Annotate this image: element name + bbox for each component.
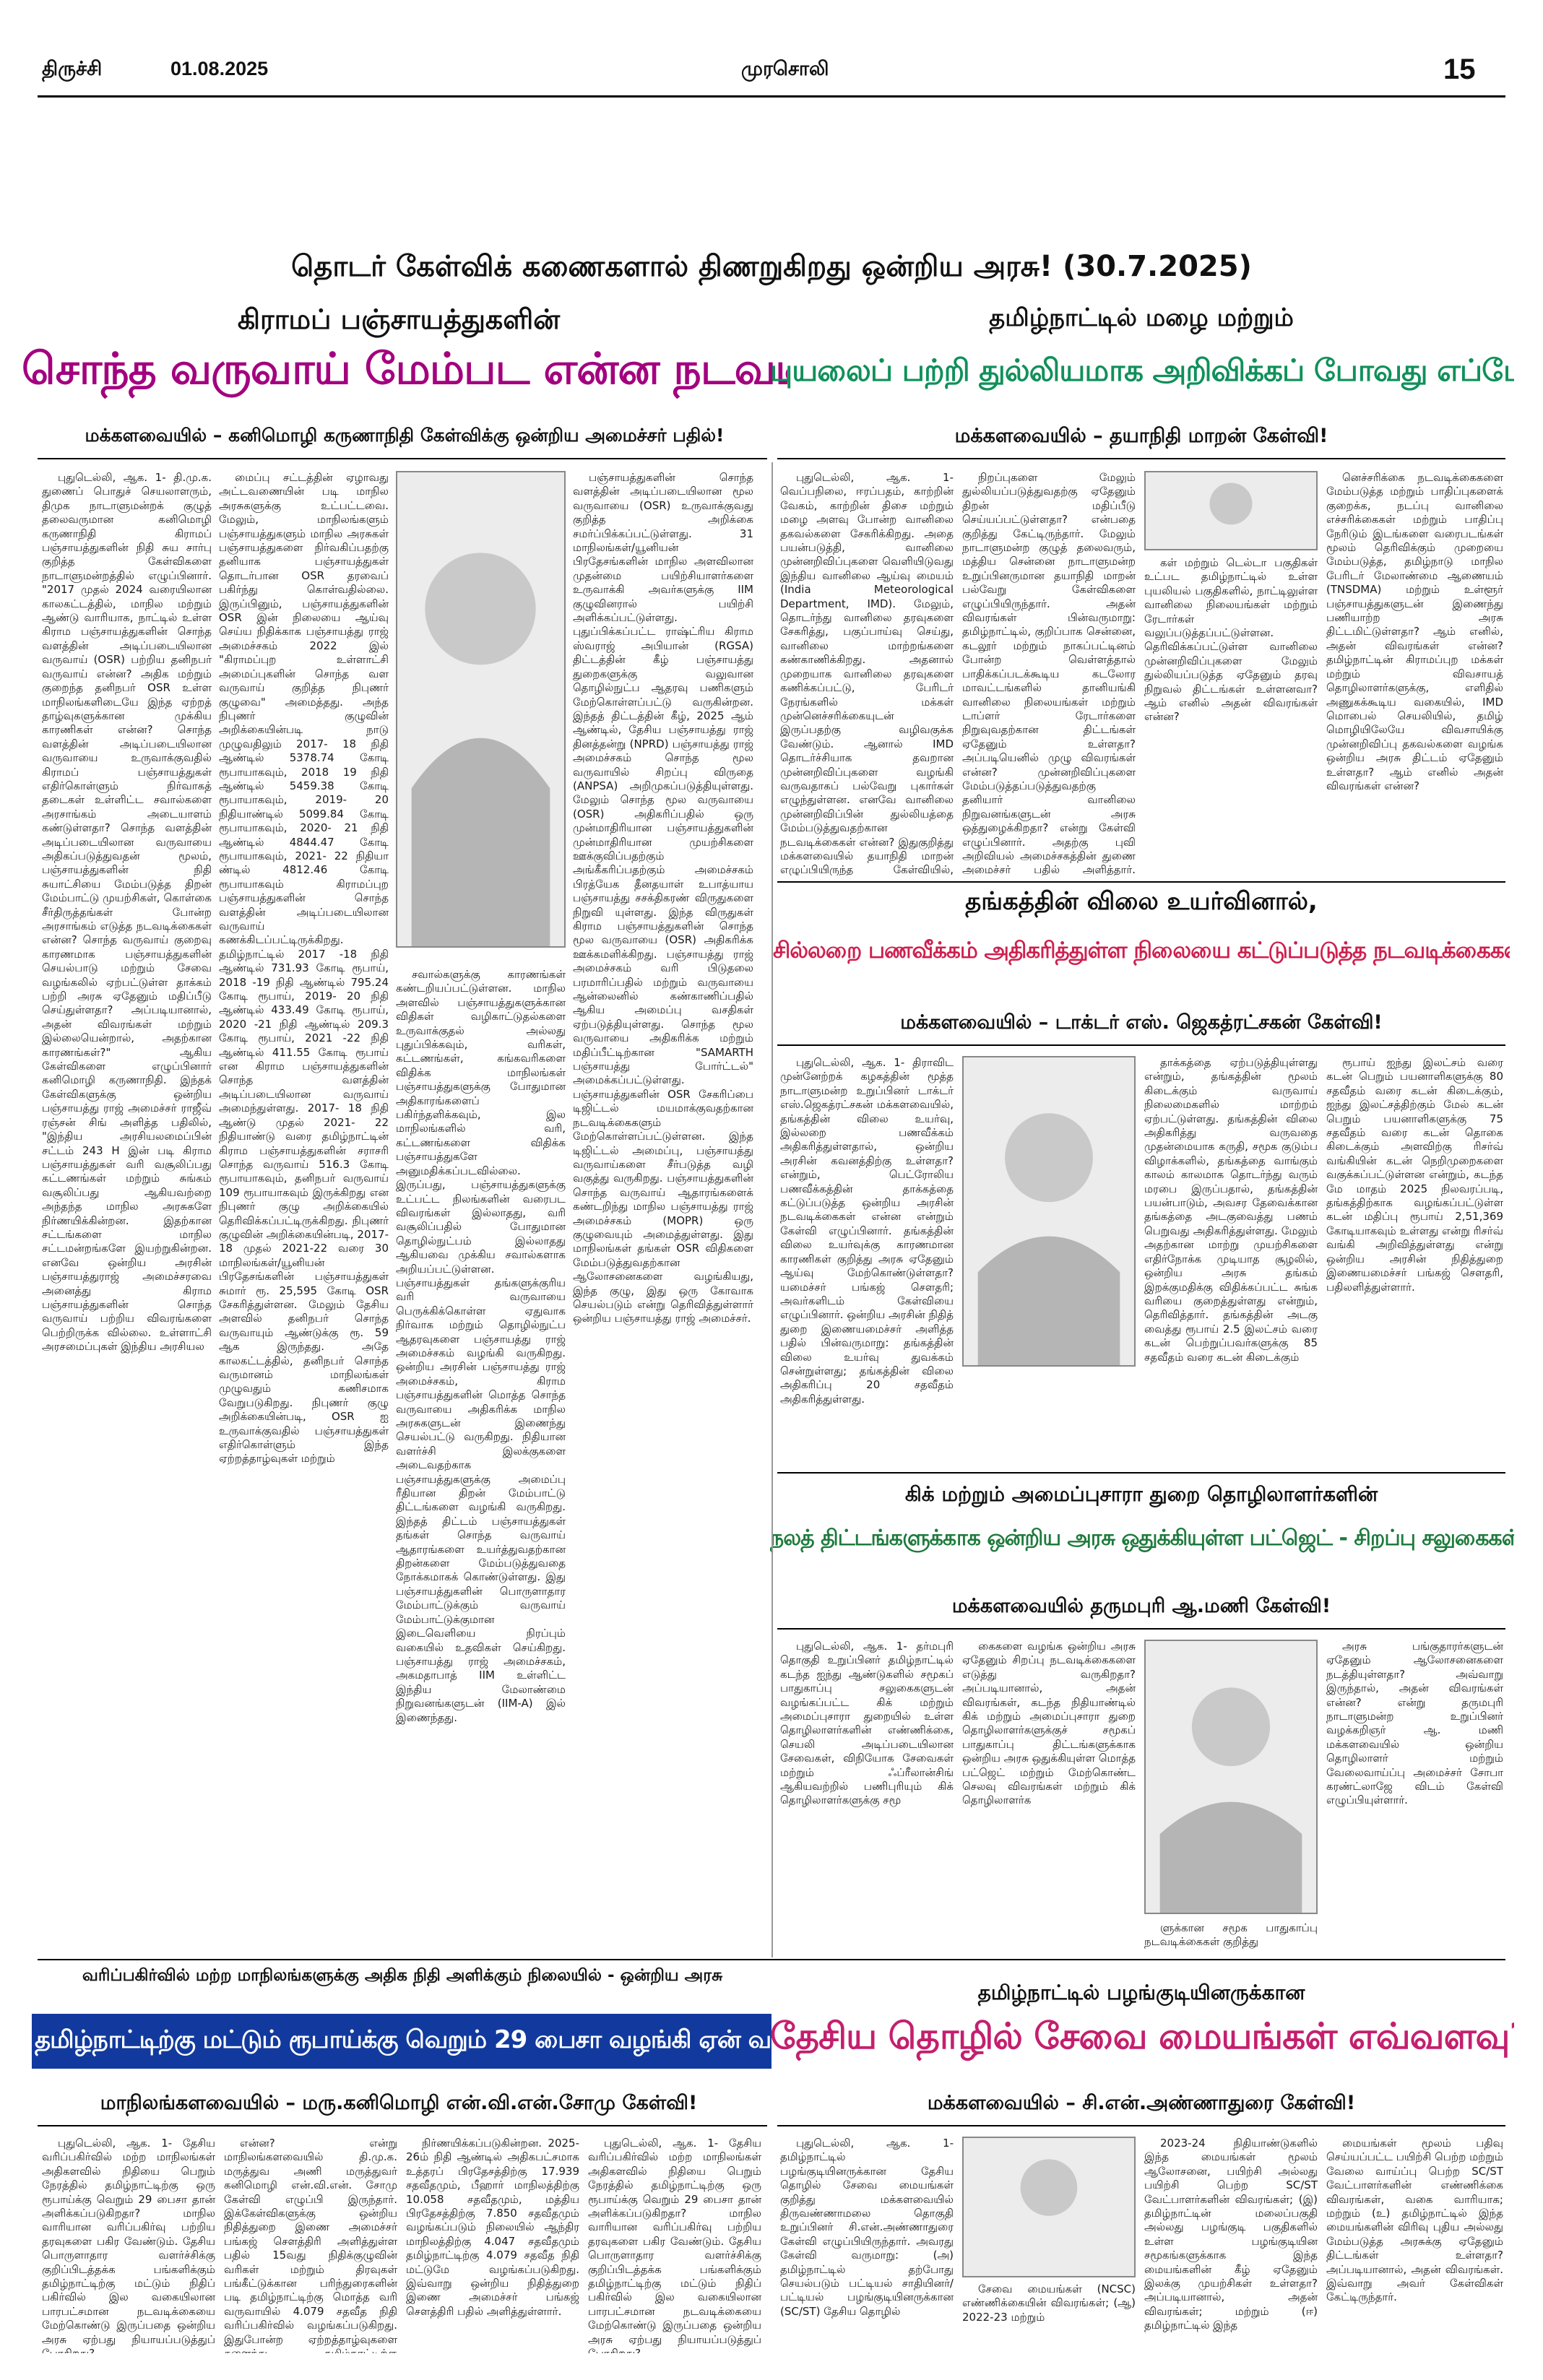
story-kicker: கிக் மற்றும் அமைப்புசாரா துறை தொழிலாளர்க…	[904, 1482, 1378, 1506]
story-kicker: வரிப்பகிர்வில் மற்ற மாநிலங்களுக்கு அதிக …	[82, 1966, 723, 1985]
page-banner: தொடர் கேள்விக் கணைகளால் திணறுகிறது ஒன்றி…	[291, 250, 1252, 283]
photo-frame	[1144, 471, 1318, 550]
story-column: புதுடெல்லி, ஆக. 1- தர்மபுரி தொகுதி உறுப்…	[780, 1640, 954, 1807]
story-column: கைகளை வழங்க ஒன்றிய அரசு ஏதேனும் சிறப்பு …	[962, 1640, 1136, 1807]
story-subhead: மக்களவையில் – டாக்டர் எஸ். ஜெகத்ரட்சகன் …	[900, 1011, 1383, 1034]
story-column: மையங்கள் மூலம் பதிவு செய்யப்பட்ட பயிற்சி…	[1326, 2137, 1503, 2304]
story-subhead: மக்களவையில் – தயாநிதி மாறன் கேள்வி!	[954, 425, 1328, 447]
story-column: புதுடெல்லி, ஆக. 1- வெப்பநிலை, ஈரப்பதம், …	[780, 471, 954, 875]
story-headline: சில்லறை பணவீக்கம் அதிகரித்துள்ள நிலையை க…	[773, 938, 1510, 964]
story-subhead: மக்களவையில் தருமபுரி ஆ.மணி கேள்வி!	[951, 1595, 1331, 1617]
story-rule	[777, 458, 1505, 459]
story-kicker: தமிழ்நாட்டில் மழை மற்றும்	[989, 303, 1294, 332]
story-rule	[38, 2125, 767, 2126]
story-subhead: மக்களவையில் – சி.என்.அண்ணாதுரை கேள்வி!	[927, 2092, 1356, 2114]
header-rule	[38, 95, 1505, 98]
photo-frame	[396, 471, 566, 948]
story-column: மைப்பு சட்டத்தின் ஏழாவது அட்டவணையின் படி…	[219, 471, 389, 1466]
section-divider	[777, 881, 1505, 883]
story-column: புதுடெல்லி, ஆக. 1- தமிழ்நாட்டில் பழங்குட…	[780, 2137, 954, 2318]
story-subhead: மாநிலங்களவையில் – மரு.கனிமொழி என்.வி.என்…	[100, 2092, 698, 2114]
story-rule	[777, 2125, 1505, 2126]
photo-frame	[962, 2137, 1136, 2277]
story-headline: சொந்த வருவாய் மேம்பட என்ன நடவடிக்கை?	[22, 344, 787, 394]
story-column: சேவை மையங்கள் (NCSC) எண்ணிக்கையின் விவரங…	[962, 2282, 1136, 2324]
story-column: 2023-24 நிதியாண்டுகளில் இந்த மையங்கள் மூ…	[1144, 2137, 1318, 2332]
story-column: ரூபாய் ஐந்து இலட்சம் வரை கடன் பெறும் பயன…	[1326, 1056, 1503, 1294]
column-divider	[772, 462, 773, 1957]
story-column: தாக்கத்தை ஏற்படுத்தியுள்ளது என்றும், தங்…	[1144, 1056, 1318, 1364]
story-column: சவால்களுக்கு காரணங்கள் கண்டறியப்பட்டுள்ள…	[396, 968, 566, 1724]
story-headline: தமிழ்நாட்டிற்கு மட்டும் ரூபாய்க்கு வெறும…	[32, 2014, 772, 2069]
header-city: திருச்சி	[42, 58, 103, 79]
story-column: புதுடெல்லி, ஆக. 1- திராவிட முன்னேற்றக் க…	[780, 1056, 954, 1406]
page-number: 15	[1443, 53, 1476, 85]
story-column: ளுக்கான சமூக பாதுகாப்பு நடவடிக்கைகள் குற…	[1144, 1921, 1318, 1949]
photo-frame	[962, 1056, 1136, 1367]
story-kicker: தமிழ்நாட்டில் பழங்குடியினருக்கான	[977, 1981, 1305, 2004]
story-column: நிர்ணயிக்கப்படுகின்றன. 2025-26ம் நிதி ஆண…	[406, 2137, 579, 2318]
header-paper-name: முரசொலி	[741, 58, 829, 79]
story-headline: தேசிய தொழில் சேவை மையங்கள் எவ்வளவு?	[770, 2015, 1514, 2057]
story-column: கள் மற்றும் டெல்டா பகுதிகள் உட்பட தமிழ்ந…	[1144, 556, 1318, 724]
story-kicker: தங்கத்தின் விலை உயர்வினால்,	[965, 887, 1318, 916]
story-column: புதுடெல்லி, ஆக. 1- தி.மு.க. துணைப் பொதுச…	[42, 471, 212, 1354]
story-column: நிறப்புகளை மேலும் துல்லியப்படுத்துவதற்கு…	[962, 471, 1136, 875]
story-rule	[777, 1628, 1505, 1630]
story-rule	[38, 458, 767, 459]
section-divider	[777, 1472, 1505, 1474]
section-divider	[38, 1959, 1505, 1960]
story-kicker: கிராமப் பஞ்சாயத்துகளின்	[237, 303, 561, 335]
header-date: 01.08.2025	[170, 58, 269, 79]
story-column: அரசு பங்குதாரர்களுடன் ஏதேனும் ஆலோசனைகளை …	[1326, 1640, 1503, 1807]
story-headline: புயலைப் பற்றி துல்லியமாக அறிவிக்கப் போவத…	[770, 352, 1514, 388]
story-rule	[777, 1044, 1505, 1046]
story-column: னெச்சரிக்கை நடவடிக்கைகளை மேம்படுத்த மற்ற…	[1326, 471, 1503, 792]
story-headline: நலத் திட்டங்களுக்காக ஒன்றிய அரசு ஒதுக்கி…	[770, 1526, 1514, 1551]
story-column: என்ன? என்று மாநிலங்களவையில் தி.மு.க. மரு…	[224, 2137, 397, 2353]
story-column: பஞ்சாயத்துகளின் சொந்த வளத்தின் அடிப்படைய…	[573, 471, 753, 1325]
story-column: புதுடெல்லி, ஆக. 1- தேசிய வரிப்பகிர்வில் …	[588, 2137, 761, 2353]
story-column: புதுடெல்லி, ஆக. 1- தேசிய வரிப்பகிர்வில் …	[42, 2137, 215, 2353]
photo-frame	[1144, 1640, 1318, 1914]
story-subhead: மக்களவையில் – கனிமொழி கருணாநிதி கேள்விக்…	[85, 425, 725, 446]
